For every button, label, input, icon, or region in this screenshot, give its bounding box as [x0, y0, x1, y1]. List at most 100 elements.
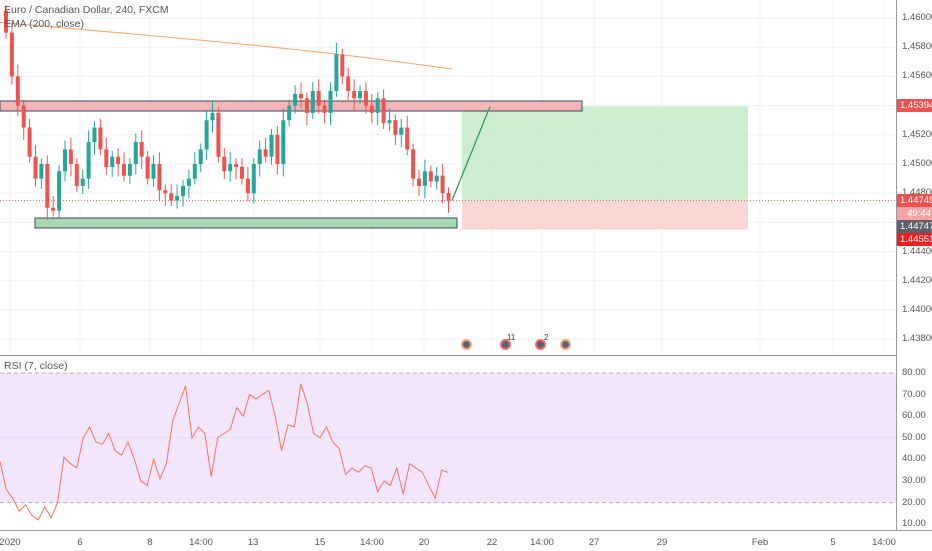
candle-body — [316, 91, 321, 106]
candle-body — [116, 156, 121, 164]
candle-body — [446, 193, 451, 201]
candle-body — [381, 98, 386, 124]
candle-body — [263, 149, 268, 157]
candle-body — [328, 91, 333, 113]
candle-body — [417, 178, 421, 186]
price-tick: 1.43800 — [902, 333, 932, 344]
support-zone — [34, 217, 458, 229]
rsi-tick: 30.00 — [902, 475, 926, 486]
ema-line — [0, 21, 453, 70]
candle-body — [63, 149, 67, 172]
time-axis[interactable]: 2020 6 8 14:00 13 15 14:00 20 22 14:00 2… — [0, 530, 932, 551]
price-tick: 1.45000 — [902, 158, 932, 169]
candle-body — [15, 76, 20, 106]
candle-body — [192, 164, 197, 179]
candle-body — [68, 149, 73, 164]
rsi-tick: 70.00 — [902, 388, 926, 400]
candle-body — [269, 134, 274, 157]
symbol-legend[interactable]: Euro / Canadian Dollar, 240, FXCM — [4, 4, 169, 16]
candle-body — [4, 10, 8, 33]
rsi-tick: 60.00 — [902, 410, 926, 422]
candle-body — [310, 91, 315, 113]
time-tick: 14:00 — [189, 537, 213, 548]
rsi-legend[interactable]: RSI (7, close) — [4, 360, 68, 372]
rsi-pane[interactable]: RSI (7, close) — [0, 356, 896, 530]
candle-body — [27, 127, 32, 157]
candle-body — [186, 178, 191, 186]
candle-body — [157, 164, 162, 191]
projection-arrow — [451, 106, 491, 201]
candle-body — [98, 127, 103, 150]
time-tick: 29 — [656, 537, 668, 548]
last-price-tag: 1.44749 — [897, 194, 932, 207]
dividend-icon[interactable] — [461, 339, 472, 350]
time-tick: 14:00 — [530, 537, 554, 548]
candle-body — [240, 166, 244, 179]
candle-body — [39, 164, 44, 179]
price-tick: 1.46000 — [902, 12, 932, 23]
candle-body — [428, 171, 433, 182]
price-tick: 1.44000 — [902, 304, 932, 315]
candle-body — [352, 91, 357, 99]
candle-body — [210, 112, 215, 121]
countdown-tag: 49:44 — [897, 207, 932, 220]
candle-body — [33, 156, 38, 179]
candle-body — [281, 120, 286, 164]
candle-body — [216, 112, 221, 157]
candle-body — [228, 164, 233, 172]
candle-body — [110, 156, 115, 167]
candle-body — [251, 164, 256, 194]
candle-body — [440, 175, 445, 194]
bid-price-tag: 1.44747 — [897, 220, 932, 233]
pane-separator[interactable] — [0, 355, 896, 356]
earnings-icon[interactable]: 2 — [535, 333, 548, 350]
price-tick: 1.45600 — [902, 70, 932, 81]
price-pane[interactable]: Euro / Canadian Dollar, 240, FXCM EMA (2… — [0, 0, 896, 355]
candle-body — [133, 142, 138, 164]
price-tick: 1.44200 — [902, 275, 932, 286]
rsi-tick: 10.00 — [902, 518, 926, 530]
calendar-event-icon[interactable]: 11 — [500, 333, 515, 350]
time-tick: 14:00 — [360, 537, 384, 548]
price-tick: 1.44400 — [902, 246, 932, 257]
time-tick: 22 — [486, 537, 498, 548]
candle-body — [175, 196, 180, 201]
time-tick: 6 — [77, 537, 83, 548]
time-tick: 20 — [418, 537, 430, 548]
candle-body — [299, 93, 303, 99]
time-tick: 14:00 — [872, 537, 896, 548]
candle-body — [340, 54, 345, 77]
time-tick: 5 — [830, 537, 836, 548]
time-tick: 2020 — [0, 537, 21, 548]
candle-body — [9, 32, 14, 77]
price-axis[interactable]: 1.46000 1.45800 1.45600 1.45200 1.45000 … — [896, 0, 932, 530]
candle-body — [287, 105, 292, 121]
candle-body — [104, 149, 109, 167]
candle-body — [387, 120, 392, 124]
candle-body — [434, 175, 439, 182]
rsi-tick: 20.00 — [902, 496, 926, 508]
candle-body — [334, 54, 339, 91]
candle-body — [127, 164, 132, 176]
candle-body — [422, 171, 427, 186]
candle-body — [369, 105, 374, 113]
candle-body — [181, 185, 185, 197]
candle-body — [411, 149, 416, 179]
price-tick: 1.45200 — [902, 129, 932, 140]
candle-body — [198, 149, 203, 164]
candle-body — [304, 98, 309, 113]
candle-body — [275, 134, 280, 164]
candle-body — [169, 193, 174, 201]
rsi-line — [0, 383, 449, 521]
stop-price-tag: 1.44551 — [897, 233, 932, 246]
candle-body — [245, 178, 250, 194]
rsi-tick: 50.00 — [902, 431, 926, 443]
price-tick: 1.44800 — [902, 187, 932, 198]
ema-legend[interactable]: EMA (200, close) — [4, 18, 84, 30]
event-icon[interactable] — [560, 339, 571, 350]
time-tick: 15 — [314, 537, 326, 548]
candle-body — [375, 98, 380, 113]
candle-body — [122, 164, 126, 176]
time-tick: 13 — [247, 537, 259, 548]
candle-body — [346, 76, 351, 91]
